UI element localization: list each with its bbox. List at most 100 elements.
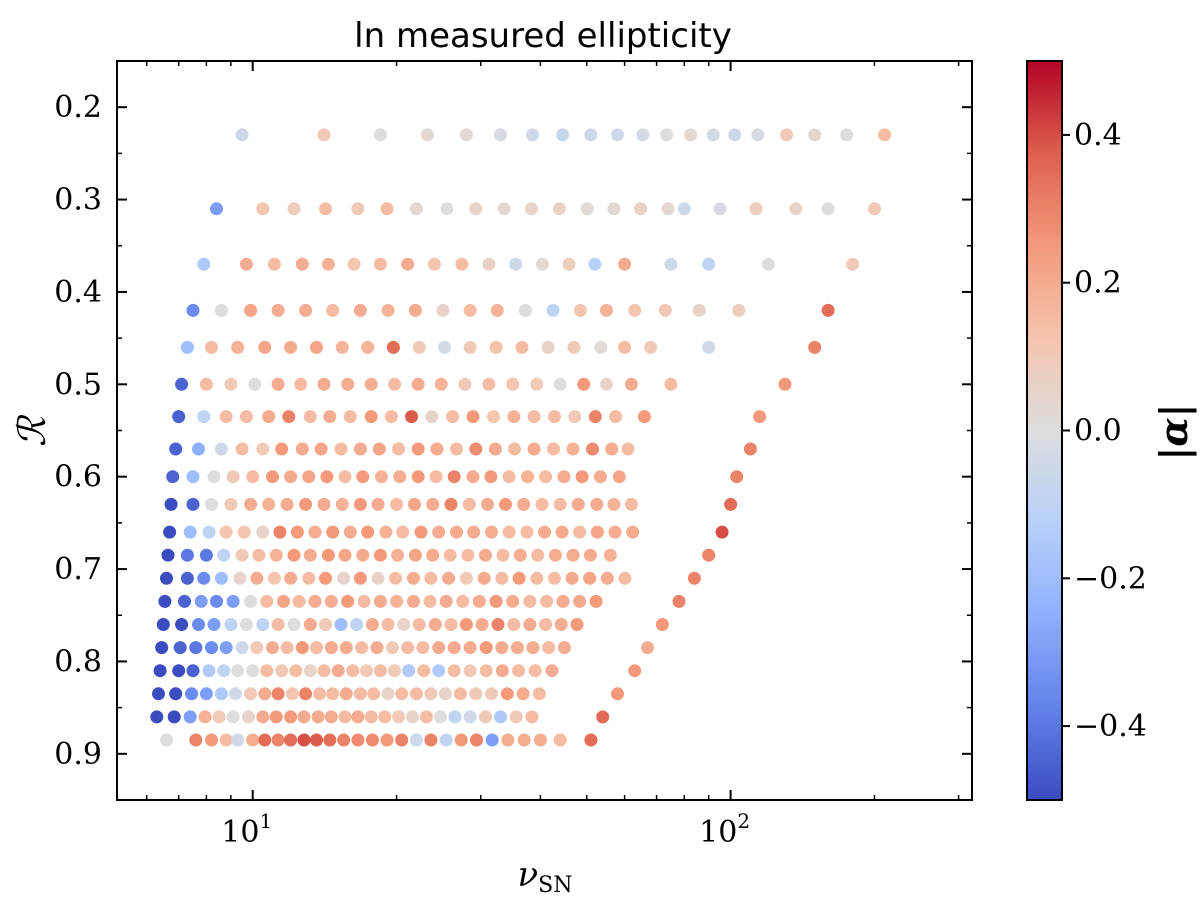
scatter-point-r18-p19 (420, 710, 433, 724)
scatter-point-r15-p2 (189, 641, 203, 655)
scatter-point-r3-p19 (732, 303, 746, 317)
scatter-point-r15-p14 (370, 641, 384, 655)
scatter-point-r15-p27 (641, 641, 654, 655)
scatter-point-r10-p10 (343, 525, 357, 539)
scatter-point-r3-p18 (692, 303, 706, 317)
scatter-point-r9-p17 (481, 497, 494, 511)
scatter-point-r5-p17 (577, 377, 591, 391)
scatter-point-r15-p24 (526, 641, 540, 655)
scatter-point-r10-p7 (290, 525, 304, 539)
scatter-point-r14-p15 (397, 618, 411, 631)
scatter-point-r4-p19 (702, 340, 716, 354)
scatter-point-r5-p20 (664, 377, 678, 391)
scatter-point-r18-p27 (596, 710, 610, 724)
scatter-point-r10-p26 (626, 525, 640, 539)
scatter-point-r7-p1 (192, 442, 205, 456)
scatter-point-r19-p22 (485, 733, 499, 747)
scatter-point-r15-p1 (173, 641, 187, 655)
scatter-point-r17-p3 (199, 687, 213, 701)
scatter-point-r11-p7 (287, 548, 301, 562)
scatter-point-r5-p18 (600, 377, 613, 391)
scatter-point-r15-p3 (205, 641, 218, 655)
scatter-point-r1-p18 (749, 202, 763, 216)
scatter-point-r7-p9 (353, 442, 367, 456)
scatter-point-r15-p19 (447, 641, 461, 655)
scatter-point-r10-p14 (414, 525, 428, 539)
scatter-point-r0-p14 (728, 128, 742, 142)
scatter-point-r8-p16 (466, 470, 480, 484)
scatter-point-r18-p1 (167, 710, 181, 724)
scatter-point-r6-p9 (364, 410, 378, 424)
scatter-point-r6-p19 (568, 410, 582, 424)
scatter-point-r4-p5 (310, 340, 323, 354)
scatter-point-r17-p26 (532, 687, 546, 701)
scatter-point-r1-p3 (319, 202, 332, 216)
scatter-point-r16-p10 (303, 664, 317, 678)
scatter-point-r15-p22 (495, 641, 509, 655)
scatter-point-r12-p2 (197, 571, 211, 585)
scatter-point-r18-p11 (311, 710, 325, 724)
scatter-point-r1-p2 (287, 202, 301, 216)
scatter-point-r5-p16 (553, 377, 567, 391)
scatter-point-r19-p6 (258, 733, 272, 747)
scatter-point-r12-p12 (371, 571, 385, 585)
scatter-point-r12-p19 (495, 571, 509, 585)
scatter-point-r10-p2 (202, 525, 216, 539)
scatter-point-r11-p19 (496, 548, 510, 562)
scatter-point-r19-p0 (160, 733, 173, 747)
colorbar-tick-label-3: −0.2 (1074, 561, 1147, 596)
scatter-point-r8-p17 (484, 470, 498, 484)
scatter-point-r19-p8 (284, 733, 298, 747)
scatter-point-r14-p19 (459, 618, 473, 631)
scatter-point-r19-p1 (189, 733, 203, 747)
scatter-point-r15-p0 (155, 641, 169, 655)
scatter-point-r18-p14 (351, 710, 365, 724)
scatter-point-r10-p11 (361, 525, 375, 539)
scatter-point-r15-p20 (463, 641, 477, 655)
scatter-point-r14-p23 (523, 618, 537, 631)
scatter-point-r4-p6 (335, 340, 349, 354)
scatter-point-r2-p11 (509, 257, 523, 271)
scatter-point-r14-p11 (334, 618, 348, 631)
y-tick-label-7: 0.9 (54, 737, 102, 772)
scatter-point-r17-p21 (453, 687, 467, 701)
scatter-point-r8-p14 (429, 470, 443, 484)
scatter-point-r1-p12 (580, 202, 594, 216)
scatter-point-r18-p3 (198, 710, 212, 724)
scatter-point-r3-p9 (436, 303, 450, 317)
scatter-point-r1-p1 (256, 202, 270, 216)
scatter-point-r7-p22 (605, 442, 619, 456)
scatter-point-r11-p16 (443, 548, 457, 562)
scatter-point-r16-p6 (246, 664, 260, 678)
scatter-point-r7-p11 (392, 442, 406, 456)
scatter-point-r17-p27 (611, 687, 624, 701)
scatter-point-r2-p0 (197, 257, 211, 271)
scatter-point-r14-p10 (319, 618, 332, 631)
colorbar-tick-label-0: 0.4 (1074, 118, 1122, 153)
scatter-point-r7-p5 (275, 442, 289, 456)
scatter-point-r1-p13 (607, 202, 621, 216)
scatter-point-r13-p17 (439, 594, 453, 608)
scatter-point-r12-p18 (477, 571, 491, 585)
scatter-point-r12-p1 (180, 571, 194, 585)
scatter-point-r8-p19 (521, 470, 535, 484)
scatter-point-r6-p7 (323, 410, 337, 424)
scatter-point-r10-p3 (219, 525, 233, 539)
scatter-point-r5-p6 (317, 377, 331, 391)
scatter-point-r4-p13 (515, 340, 529, 354)
scatter-point-r17-p0 (152, 687, 165, 701)
scatter-point-r1-p8 (469, 202, 483, 216)
scatter-point-r5-p8 (364, 377, 378, 391)
scatter-point-r9-p8 (317, 497, 331, 511)
scatter-point-r0-p0 (235, 128, 249, 142)
scatter-point-r19-p5 (246, 733, 260, 747)
scatter-point-r0-p13 (706, 128, 720, 142)
scatter-point-r11-p6 (269, 548, 283, 562)
scatter-point-r10-p22 (555, 525, 569, 539)
scatter-point-r14-p0 (156, 618, 170, 631)
scatter-point-r8-p10 (356, 470, 370, 484)
y-tick-label-6: 0.8 (54, 644, 102, 679)
scatter-point-r9-p5 (262, 497, 276, 511)
scatter-point-r6-p14 (466, 410, 480, 424)
scatter-point-r7-p24 (743, 442, 757, 456)
